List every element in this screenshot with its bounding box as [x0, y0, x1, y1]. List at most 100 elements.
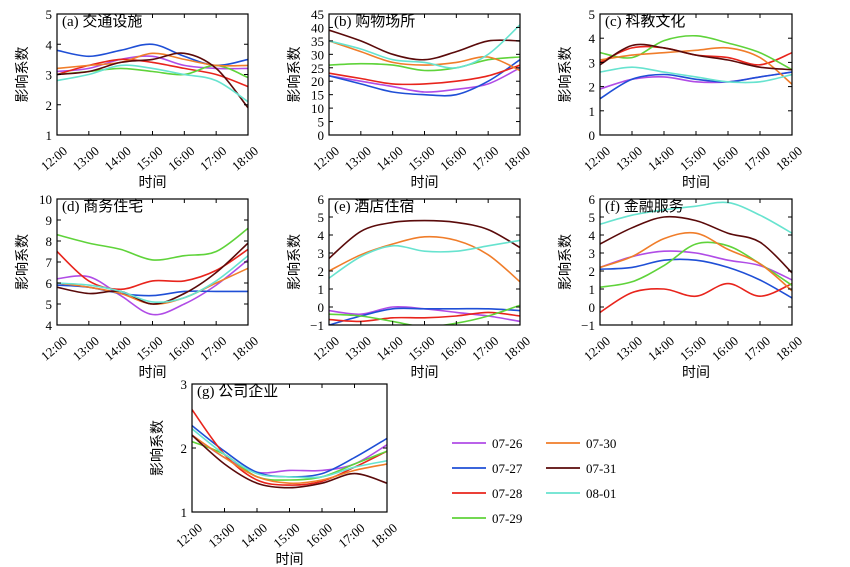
y-tick-label: 3 — [46, 68, 53, 83]
x-tick-label: 15:00 — [133, 333, 165, 364]
x-tick-label: 14:00 — [101, 143, 133, 174]
series-line-07-28 — [57, 248, 248, 291]
y-tick-label: 2 — [46, 98, 53, 113]
series-line-07-26 — [329, 67, 520, 93]
x-tick-label: 15:00 — [133, 143, 165, 174]
series-line-07-31 — [57, 52, 248, 109]
x-tick-label: 13:00 — [70, 333, 102, 364]
x-tick-label: 16:00 — [709, 143, 741, 174]
series-line-08-01 — [600, 66, 792, 84]
y-axis-label: 影响系数 — [558, 234, 574, 290]
series-line-07-29 — [329, 56, 520, 72]
x-tick-label: 13:00 — [70, 143, 102, 174]
chart-title: (f) 金融服务 — [605, 198, 684, 215]
y-tick-label: 9 — [46, 213, 53, 228]
y-tick-label: 2 — [181, 441, 188, 456]
y-tick-label: 35 — [311, 34, 324, 49]
x-axis-label: 时间 — [139, 365, 167, 381]
y-tick-label: 10 — [311, 101, 324, 116]
y-tick-label: 2 — [318, 264, 325, 279]
x-tick-label: 18:00 — [773, 333, 805, 364]
y-tick-label: 20 — [311, 74, 324, 89]
series-line-07-29 — [57, 227, 248, 261]
series-line-07-31 — [329, 29, 520, 61]
series-line-07-27 — [600, 71, 792, 100]
legend-label-07-26: 07-26 — [492, 436, 523, 451]
series-line-07-31 — [57, 242, 248, 305]
x-tick-label: 13:00 — [342, 143, 374, 174]
chart-panel-3: 0 1 2 3 4 5 12:00 13:00 14:00 15:00 16:00 17:00 18:0… — [558, 7, 805, 191]
x-tick-label: 18:00 — [368, 520, 400, 551]
x-tick-label: 14:00 — [101, 333, 133, 364]
series-line-07-30 — [600, 231, 792, 292]
plot-frame — [599, 13, 793, 136]
x-tick-label: 17:00 — [741, 333, 773, 364]
series-line-07-28 — [600, 282, 792, 314]
series-line-07-26 — [57, 259, 248, 316]
y-tick-label: 2 — [589, 264, 596, 279]
y-tick-label: 7 — [46, 255, 53, 270]
y-tick-label: 0 — [589, 128, 596, 143]
series-line-07-29 — [600, 34, 792, 71]
series-line-07-30 — [192, 434, 387, 485]
plot-frame — [328, 198, 521, 326]
x-tick-label: 16:00 — [709, 333, 741, 364]
x-tick-label: 16:00 — [437, 333, 469, 364]
x-tick-label: 18:00 — [773, 143, 805, 174]
y-tick-label: 1 — [589, 282, 596, 297]
x-tick-label: 12:00 — [38, 143, 70, 174]
y-tick-label: 30 — [311, 47, 324, 62]
y-tick-label: 10 — [39, 192, 52, 207]
y-tick-label: 1 — [589, 104, 596, 119]
chart-panel-1: 1 2 3 4 5 12:00 13:00 14:00 15:00 16:00 17:00 18:00… — [15, 7, 261, 191]
series-line-07-31 — [600, 215, 792, 274]
series-line-07-29 — [329, 304, 520, 325]
x-tick-label: 12:00 — [310, 333, 342, 364]
x-tick-label: 12:00 — [310, 143, 342, 174]
series-line-07-27 — [329, 59, 520, 97]
chart-panel-5: −1 0 1 2 3 4 5 6 12:00 13:00 14:00 15:00 16:00 17:00 1… — [287, 192, 533, 381]
y-tick-label: 5 — [318, 115, 325, 130]
y-tick-label: 45 — [311, 7, 324, 22]
series-line-07-29 — [600, 241, 792, 288]
x-tick-label: 17:00 — [335, 520, 367, 551]
series-line-08-01 — [329, 239, 520, 279]
x-tick-label: 14:00 — [373, 333, 405, 364]
x-tick-label: 13:00 — [613, 333, 645, 364]
x-tick-label: 12:00 — [581, 143, 613, 174]
y-tick-label: 4 — [589, 228, 596, 243]
x-tick-label: 16:00 — [437, 143, 469, 174]
chart-title: (g) 公司企业 — [197, 382, 278, 400]
y-tick-label: 0 — [589, 300, 596, 315]
x-axis-label: 时间 — [682, 175, 710, 191]
y-tick-label: 5 — [318, 210, 325, 225]
y-tick-label: 4 — [46, 318, 53, 333]
y-tick-label: 1 — [46, 128, 53, 143]
y-axis-label: 影响系数 — [287, 234, 303, 290]
y-tick-label: 6 — [318, 192, 325, 207]
x-tick-label: 17:00 — [197, 143, 229, 174]
series-line-07-31 — [600, 43, 792, 71]
legend-label-07-30: 07-30 — [586, 436, 616, 451]
x-tick-label: 12:00 — [581, 333, 613, 364]
y-tick-label: −1 — [581, 318, 595, 333]
x-axis-label: 时间 — [682, 365, 710, 381]
y-tick-label: 6 — [46, 276, 53, 291]
x-tick-label: 14:00 — [645, 333, 677, 364]
y-tick-label: 3 — [318, 246, 325, 261]
chart-title: (b) 购物场所 — [334, 13, 415, 30]
y-tick-label: 5 — [46, 7, 53, 22]
x-tick-label: 14:00 — [645, 143, 677, 174]
y-tick-label: 6 — [589, 192, 596, 207]
x-tick-label: 17:00 — [469, 143, 501, 174]
series-line-07-30 — [329, 235, 520, 283]
series-line-07-30 — [600, 46, 792, 85]
legend-label-07-28: 07-28 — [492, 486, 522, 501]
y-tick-label: 1 — [318, 282, 325, 297]
x-tick-label: 15:00 — [677, 333, 709, 364]
x-tick-label: 12:00 — [38, 333, 70, 364]
plot-frame — [56, 198, 249, 326]
series-line-07-27 — [600, 258, 792, 299]
